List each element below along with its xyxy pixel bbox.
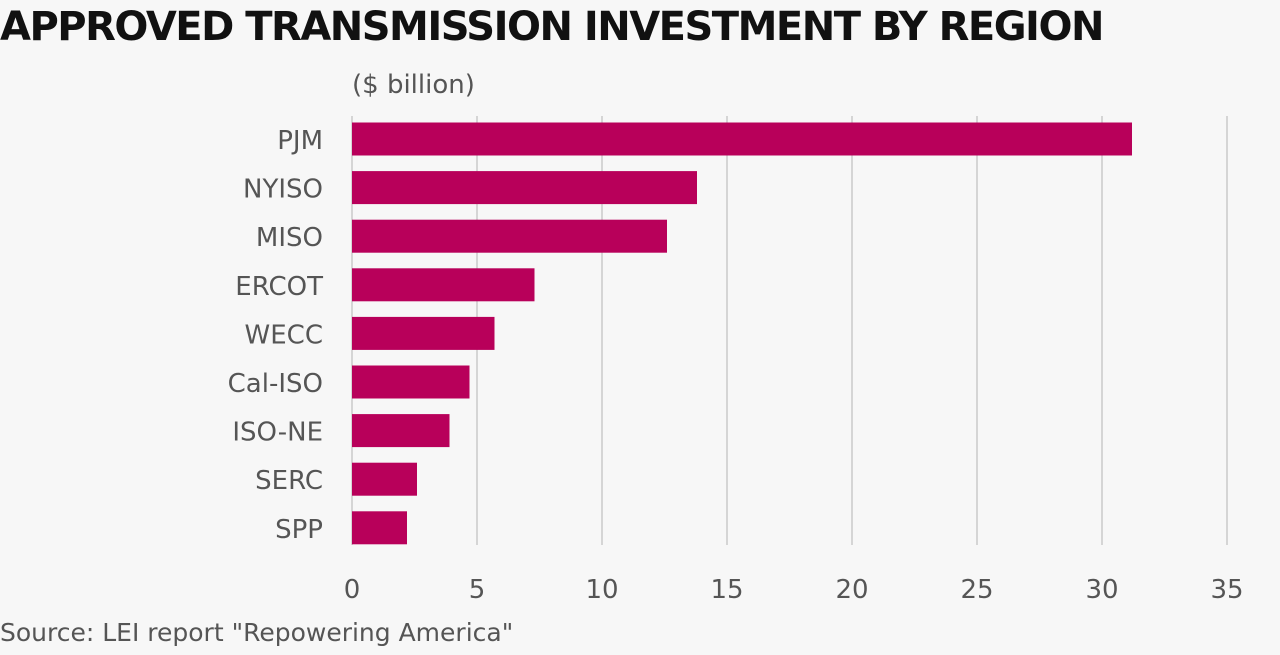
category-label-serc: SERC	[255, 466, 323, 496]
bar-ercot	[352, 268, 535, 302]
category-label-iso-ne: ISO-NE	[232, 418, 323, 448]
category-label-cal-iso: Cal-ISO	[228, 369, 323, 399]
bar-nyiso	[352, 171, 697, 205]
x-tick-label-20: 20	[835, 575, 868, 605]
bar-cal-iso	[352, 365, 470, 399]
x-tick-label-0: 0	[344, 575, 361, 605]
category-label-nyiso: NYISO	[243, 175, 323, 205]
x-tick-label-35: 35	[1210, 575, 1243, 605]
category-label-miso: MISO	[256, 223, 323, 253]
x-tick-label-15: 15	[710, 575, 743, 605]
x-tick-label-25: 25	[960, 575, 993, 605]
x-tick-label-5: 5	[469, 575, 486, 605]
bar-serc	[352, 462, 417, 496]
unit-label: ($ billion)	[352, 70, 475, 100]
x-tick-label-30: 30	[1085, 575, 1118, 605]
bar-iso-ne	[352, 414, 450, 448]
x-tick-label-10: 10	[585, 575, 618, 605]
category-label-pjm: PJM	[277, 126, 323, 156]
category-label-wecc: WECC	[245, 320, 323, 350]
category-label-ercot: ERCOT	[235, 272, 323, 302]
bar-pjm	[352, 122, 1132, 156]
chart-title: APPROVED TRANSMISSION INVESTMENT BY REGI…	[0, 4, 1104, 50]
bar-wecc	[352, 316, 495, 350]
category-label-spp: SPP	[275, 515, 323, 545]
bar-miso	[352, 219, 667, 253]
source-note: Source: LEI report "Repowering America"	[0, 618, 514, 647]
bar-spp	[352, 511, 407, 545]
